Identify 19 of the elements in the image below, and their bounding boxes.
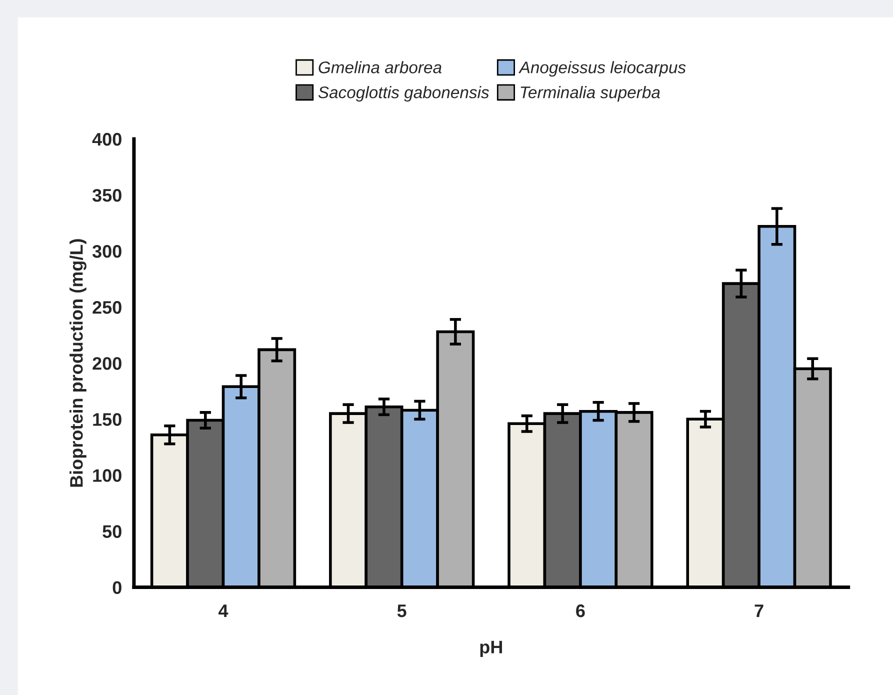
x-tick-label: 7 (754, 604, 764, 618)
x-axis-title: pH (480, 640, 502, 658)
y-tick-label: 0 (112, 581, 122, 594)
legend-label: Gmelina arborea (318, 61, 442, 74)
y-tick-label: 400 (92, 132, 122, 146)
x-tick-label: 6 (576, 604, 585, 618)
x-tick-label: 4 (218, 604, 228, 618)
legend-label: Terminalia superba (520, 86, 660, 102)
y-tick-label: 100 (93, 469, 122, 482)
legend-label: Anogeissus leiocarpus (518, 61, 686, 77)
y-tick-label: 250 (92, 301, 122, 314)
y-tick-label: 150 (93, 413, 122, 426)
y-tick-label: 200 (92, 357, 122, 370)
y-axis-title: Bioprotein production (mg/L) (70, 239, 86, 487)
y-tick-label: 300 (92, 245, 122, 258)
legend-label: Sacoglottis gabonensis (318, 86, 489, 102)
y-tick-label: 50 (102, 525, 122, 538)
x-tick-label: 5 (397, 604, 406, 618)
y-tick-label: 350 (92, 188, 122, 202)
